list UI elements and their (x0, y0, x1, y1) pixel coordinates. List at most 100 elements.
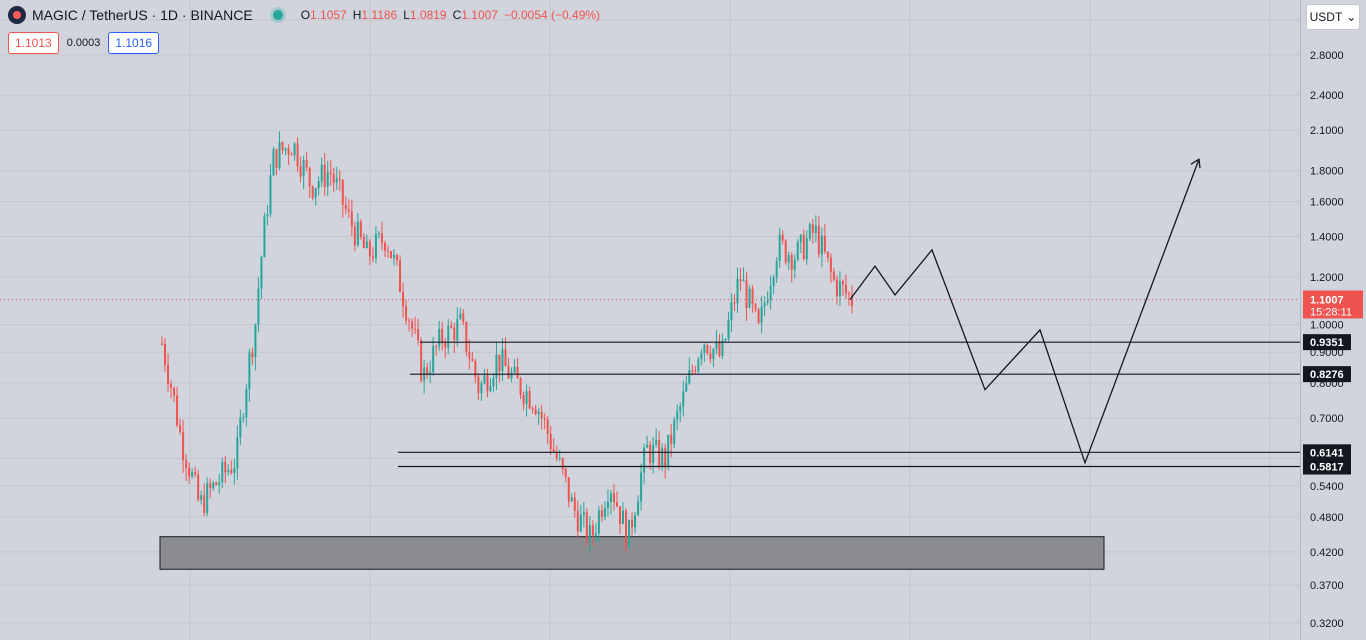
currency-select[interactable]: USDT ⌄ (1306, 4, 1360, 30)
candle-body (664, 447, 667, 467)
candle-body (787, 255, 790, 263)
chevron-down-icon: ⌄ (1346, 10, 1357, 24)
candle-body (299, 166, 302, 177)
candle-body (712, 348, 715, 360)
candle-body (308, 167, 311, 187)
candle-body (609, 493, 612, 502)
candle-body (218, 482, 221, 485)
ohlc-key: H (352, 8, 362, 22)
candle-body (293, 143, 296, 156)
axis-tick-label: 0.9000 (1310, 347, 1344, 359)
symbol-title[interactable]: MAGIC / TetherUS · 1D · BINANCE (32, 7, 253, 23)
buy-price-button[interactable]: 1.1016 (108, 32, 160, 54)
ohlc-value: 1.1057 (310, 8, 347, 22)
support-zone[interactable] (159, 536, 1105, 570)
candle-body (269, 175, 272, 215)
candle-body (459, 313, 462, 319)
horizontal-levels[interactable] (398, 341, 1300, 468)
candle-body (835, 279, 838, 297)
price-axis[interactable]: 3.20002.80002.40002.10001.80001.60001.40… (1300, 0, 1366, 640)
candle-body (275, 148, 278, 169)
candle-body (353, 226, 356, 246)
candle-body (742, 279, 745, 282)
candle-body (667, 434, 670, 467)
candle-body (314, 188, 317, 198)
candle-body (552, 449, 555, 452)
level-price-tag (1303, 334, 1351, 351)
candle-body (585, 512, 588, 541)
sell-price-button[interactable]: 1.1013 (8, 32, 59, 54)
ohlc-value: 1.0819 (409, 8, 447, 22)
support-zone-rect (159, 536, 1105, 570)
candle-body (405, 306, 408, 321)
candle-body (468, 351, 471, 359)
candle-body (685, 383, 688, 392)
candle-body (296, 143, 299, 167)
candle-body (176, 395, 179, 426)
axis-tick-label: 0.4200 (1310, 547, 1344, 559)
candle-body (438, 328, 441, 347)
candle-body (640, 472, 643, 502)
candle-body (739, 278, 742, 282)
candle-body (371, 256, 374, 259)
candles (161, 131, 853, 553)
candle-body (546, 419, 549, 434)
candle-body (386, 250, 389, 252)
price-change: −0.0054 (−0.49%) (503, 8, 601, 22)
candle-body (368, 241, 371, 257)
candle-body (549, 433, 552, 450)
market-status-icon[interactable] (272, 10, 283, 20)
candle-body (513, 366, 516, 373)
candle-body (697, 359, 700, 372)
candle-body (634, 515, 637, 528)
candle-body (622, 510, 625, 525)
candle-body (480, 383, 483, 394)
candle-body (432, 346, 435, 373)
ohlc-key: C (452, 8, 462, 22)
candle-body (170, 384, 173, 388)
candle-body (257, 288, 260, 325)
candle-body (248, 352, 251, 390)
candle-body (188, 467, 191, 477)
axis-tick-label: 1.6000 (1310, 196, 1344, 208)
candle-body (676, 411, 679, 420)
candle-body (534, 409, 537, 415)
candle-body (670, 434, 673, 444)
axis-tick-label: 0.7000 (1310, 413, 1344, 425)
candle-body (649, 444, 652, 464)
candle-body (703, 344, 706, 353)
candle-body (332, 174, 335, 183)
projection-path[interactable] (849, 158, 1201, 465)
ohlc-values: O1.1057 H1.1186 L1.0819 C1.1007 −0.0054 … (301, 8, 600, 22)
candle-body (814, 225, 817, 233)
candle-body (167, 364, 170, 385)
candle-body (501, 349, 504, 372)
candle-body (694, 370, 697, 372)
ohlc-key: O (300, 8, 311, 22)
candle-body (227, 469, 230, 473)
ohlc-key: L (403, 8, 410, 22)
candle-body (365, 241, 368, 249)
candle-body (194, 472, 197, 475)
candle-body (823, 235, 826, 252)
candle-body (805, 238, 808, 260)
candle-body (402, 292, 405, 307)
candle-body (625, 510, 628, 548)
countdown-label: 15:28:11 (1310, 306, 1352, 318)
candle-body (203, 495, 206, 513)
candle-body (477, 376, 480, 394)
candle-body (456, 318, 459, 341)
candle-body (582, 512, 585, 515)
candle-body (576, 510, 579, 532)
candle-body (414, 328, 417, 330)
level-price-tag (1303, 366, 1351, 383)
candle-body (736, 278, 739, 304)
candle-body (350, 211, 353, 227)
candle-body (652, 444, 655, 464)
candle-body (673, 419, 676, 444)
candle-body (769, 285, 772, 301)
candle-body (522, 394, 525, 404)
axis-background (1300, 0, 1366, 640)
last-price-label: 1.1007 (1310, 294, 1344, 306)
